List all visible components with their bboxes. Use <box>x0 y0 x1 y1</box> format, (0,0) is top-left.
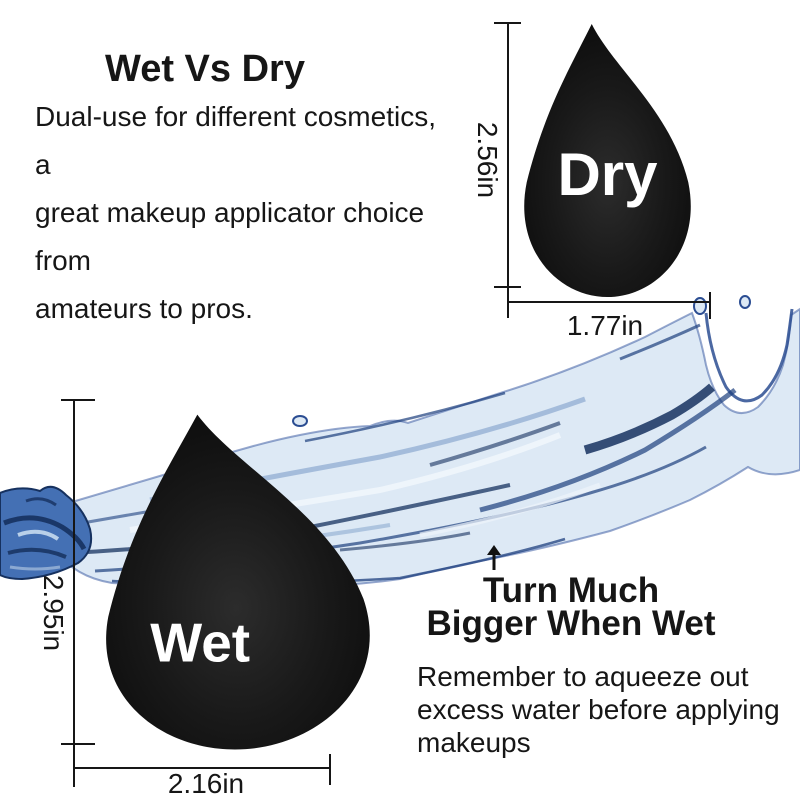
water-streak <box>339 531 471 552</box>
heading-line-1: Turn Much <box>482 571 660 610</box>
wave-streak <box>3 515 87 551</box>
water-streak <box>304 391 506 443</box>
wave-highlight <box>17 529 60 541</box>
dry-height-dim-line <box>507 22 509 318</box>
wet-height-dim-tick-bottom <box>61 743 95 745</box>
wet-tip-paragraph: Remember to aqueeze out excess water bef… <box>417 660 787 759</box>
intro-paragraph: Dual-use for different cosmetics, a grea… <box>35 93 455 333</box>
wave-highlight <box>9 565 61 571</box>
dry-width-dim-label: 1.77in <box>566 310 644 341</box>
water-streak <box>429 421 561 467</box>
wet-sponge-label: Wet <box>150 611 251 674</box>
artifact-tick <box>487 545 501 570</box>
dry-sponge-shape <box>524 23 691 298</box>
wet-height-dim-label: 2.95in <box>38 574 69 652</box>
dry-height-dim-label: 2.56in <box>472 121 503 199</box>
water-droplet <box>292 415 308 427</box>
wet-height-dim-tick-top <box>61 399 95 401</box>
dry-sponge: Dry <box>509 22 706 299</box>
wet-sponge-shape <box>106 414 370 750</box>
tip-line-2: excess water before applying <box>417 694 780 725</box>
water-highlight <box>419 482 601 538</box>
dry-sponge-label: Dry <box>557 141 658 208</box>
wave-streak <box>7 547 67 559</box>
intro-line-2: great makeup applicator choice from <box>35 197 425 276</box>
intro-line-3: amateurs to pros. <box>35 293 253 324</box>
heading-wet-vs-dry: Wet Vs Dry <box>105 48 305 90</box>
water-streak <box>619 323 701 361</box>
water-finger-outline <box>704 308 794 403</box>
wet-width-dim-label: 2.16in <box>167 768 245 799</box>
water-streak <box>583 383 715 455</box>
wave-streak <box>25 497 57 507</box>
wet-sponge: Wet <box>66 400 401 763</box>
wet-height-dim-line <box>73 399 75 787</box>
heading-line-2: Bigger When Wet <box>426 604 716 643</box>
wet-width-dim-tick-right <box>329 754 331 785</box>
tip-line-3: makeups <box>417 727 531 758</box>
dry-width-dim-tick-right <box>709 292 711 319</box>
dry-height-dim-tick-bottom <box>494 286 521 288</box>
water-droplet <box>739 295 751 309</box>
water-streak <box>479 388 737 513</box>
dry-height-dim-tick-top <box>494 22 521 24</box>
wet-width-dim-line <box>73 767 331 769</box>
heading-turn-much-bigger: Turn Much Bigger When Wet <box>416 571 726 643</box>
dry-width-dim-line <box>507 301 711 303</box>
intro-line-1: Dual-use for different cosmetics, a <box>35 101 436 180</box>
tip-line-1: Remember to aqueeze out <box>417 661 749 692</box>
